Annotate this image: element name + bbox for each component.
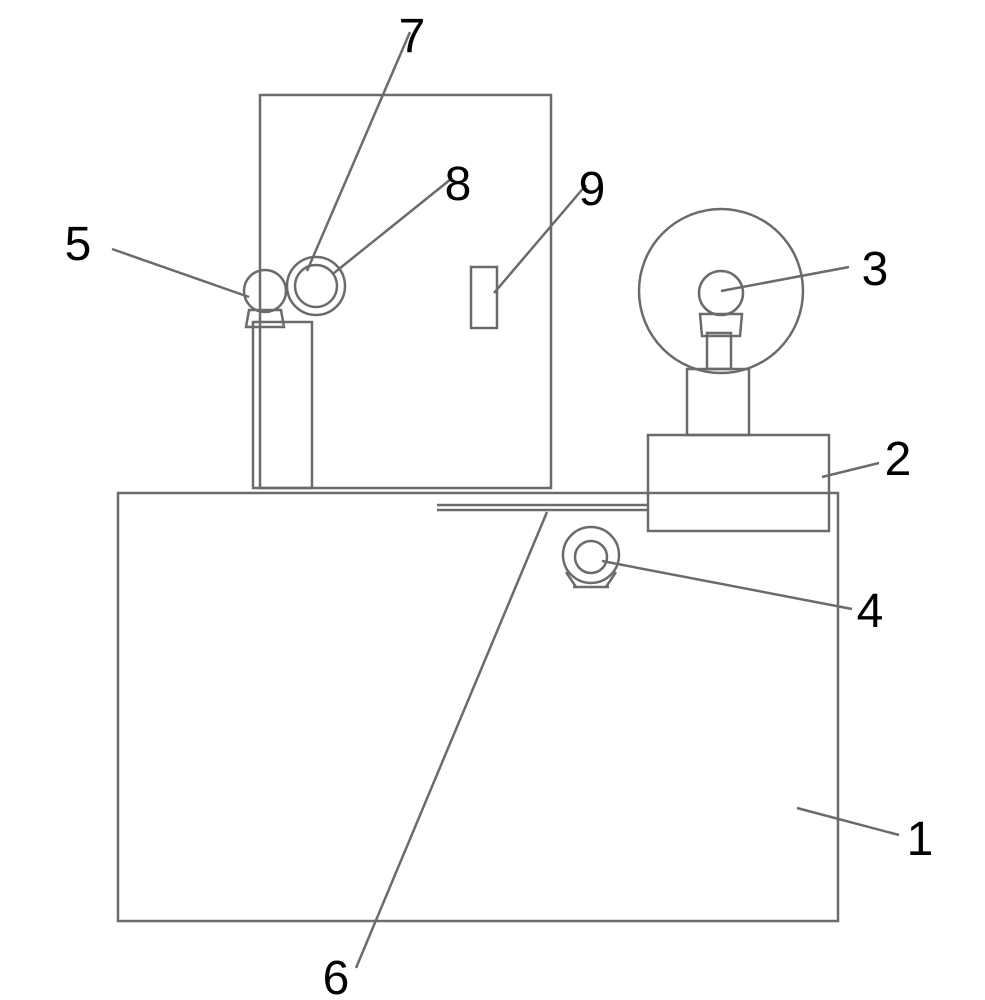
small-rect <box>471 267 497 328</box>
label-n1: 1 <box>907 813 934 866</box>
lower-pulley <box>563 527 619 583</box>
label-n2: 2 <box>885 433 912 486</box>
left-post <box>253 322 312 488</box>
leader-l3 <box>721 267 849 291</box>
leader-l6 <box>356 512 547 968</box>
slide-box <box>648 435 829 531</box>
concentric-inner <box>295 265 337 307</box>
label-n4: 4 <box>857 585 884 638</box>
diagram-svg: 1 2 3 4 5 6 7 8 9 <box>0 0 985 1000</box>
leader-l8 <box>334 179 451 273</box>
axle-post <box>707 333 731 369</box>
leader-l1 <box>797 808 899 835</box>
lower-pulley-inner <box>575 541 607 573</box>
label-n7: 7 <box>399 10 426 63</box>
leader-l9 <box>494 185 586 293</box>
leader-l2 <box>822 463 879 477</box>
leader-l4 <box>602 561 852 609</box>
leader-l5 <box>112 249 249 297</box>
big-wheel-axle <box>699 271 743 315</box>
main-base <box>118 493 838 921</box>
tall-housing <box>260 95 551 488</box>
left-axle <box>244 270 286 312</box>
leader-l7 <box>307 32 410 271</box>
label-n6: 6 <box>323 952 350 1000</box>
label-n3: 3 <box>862 243 889 296</box>
slide-box-post <box>687 369 749 435</box>
label-n8: 8 <box>445 158 472 211</box>
label-n9: 9 <box>579 163 606 216</box>
label-n5: 5 <box>65 218 92 271</box>
